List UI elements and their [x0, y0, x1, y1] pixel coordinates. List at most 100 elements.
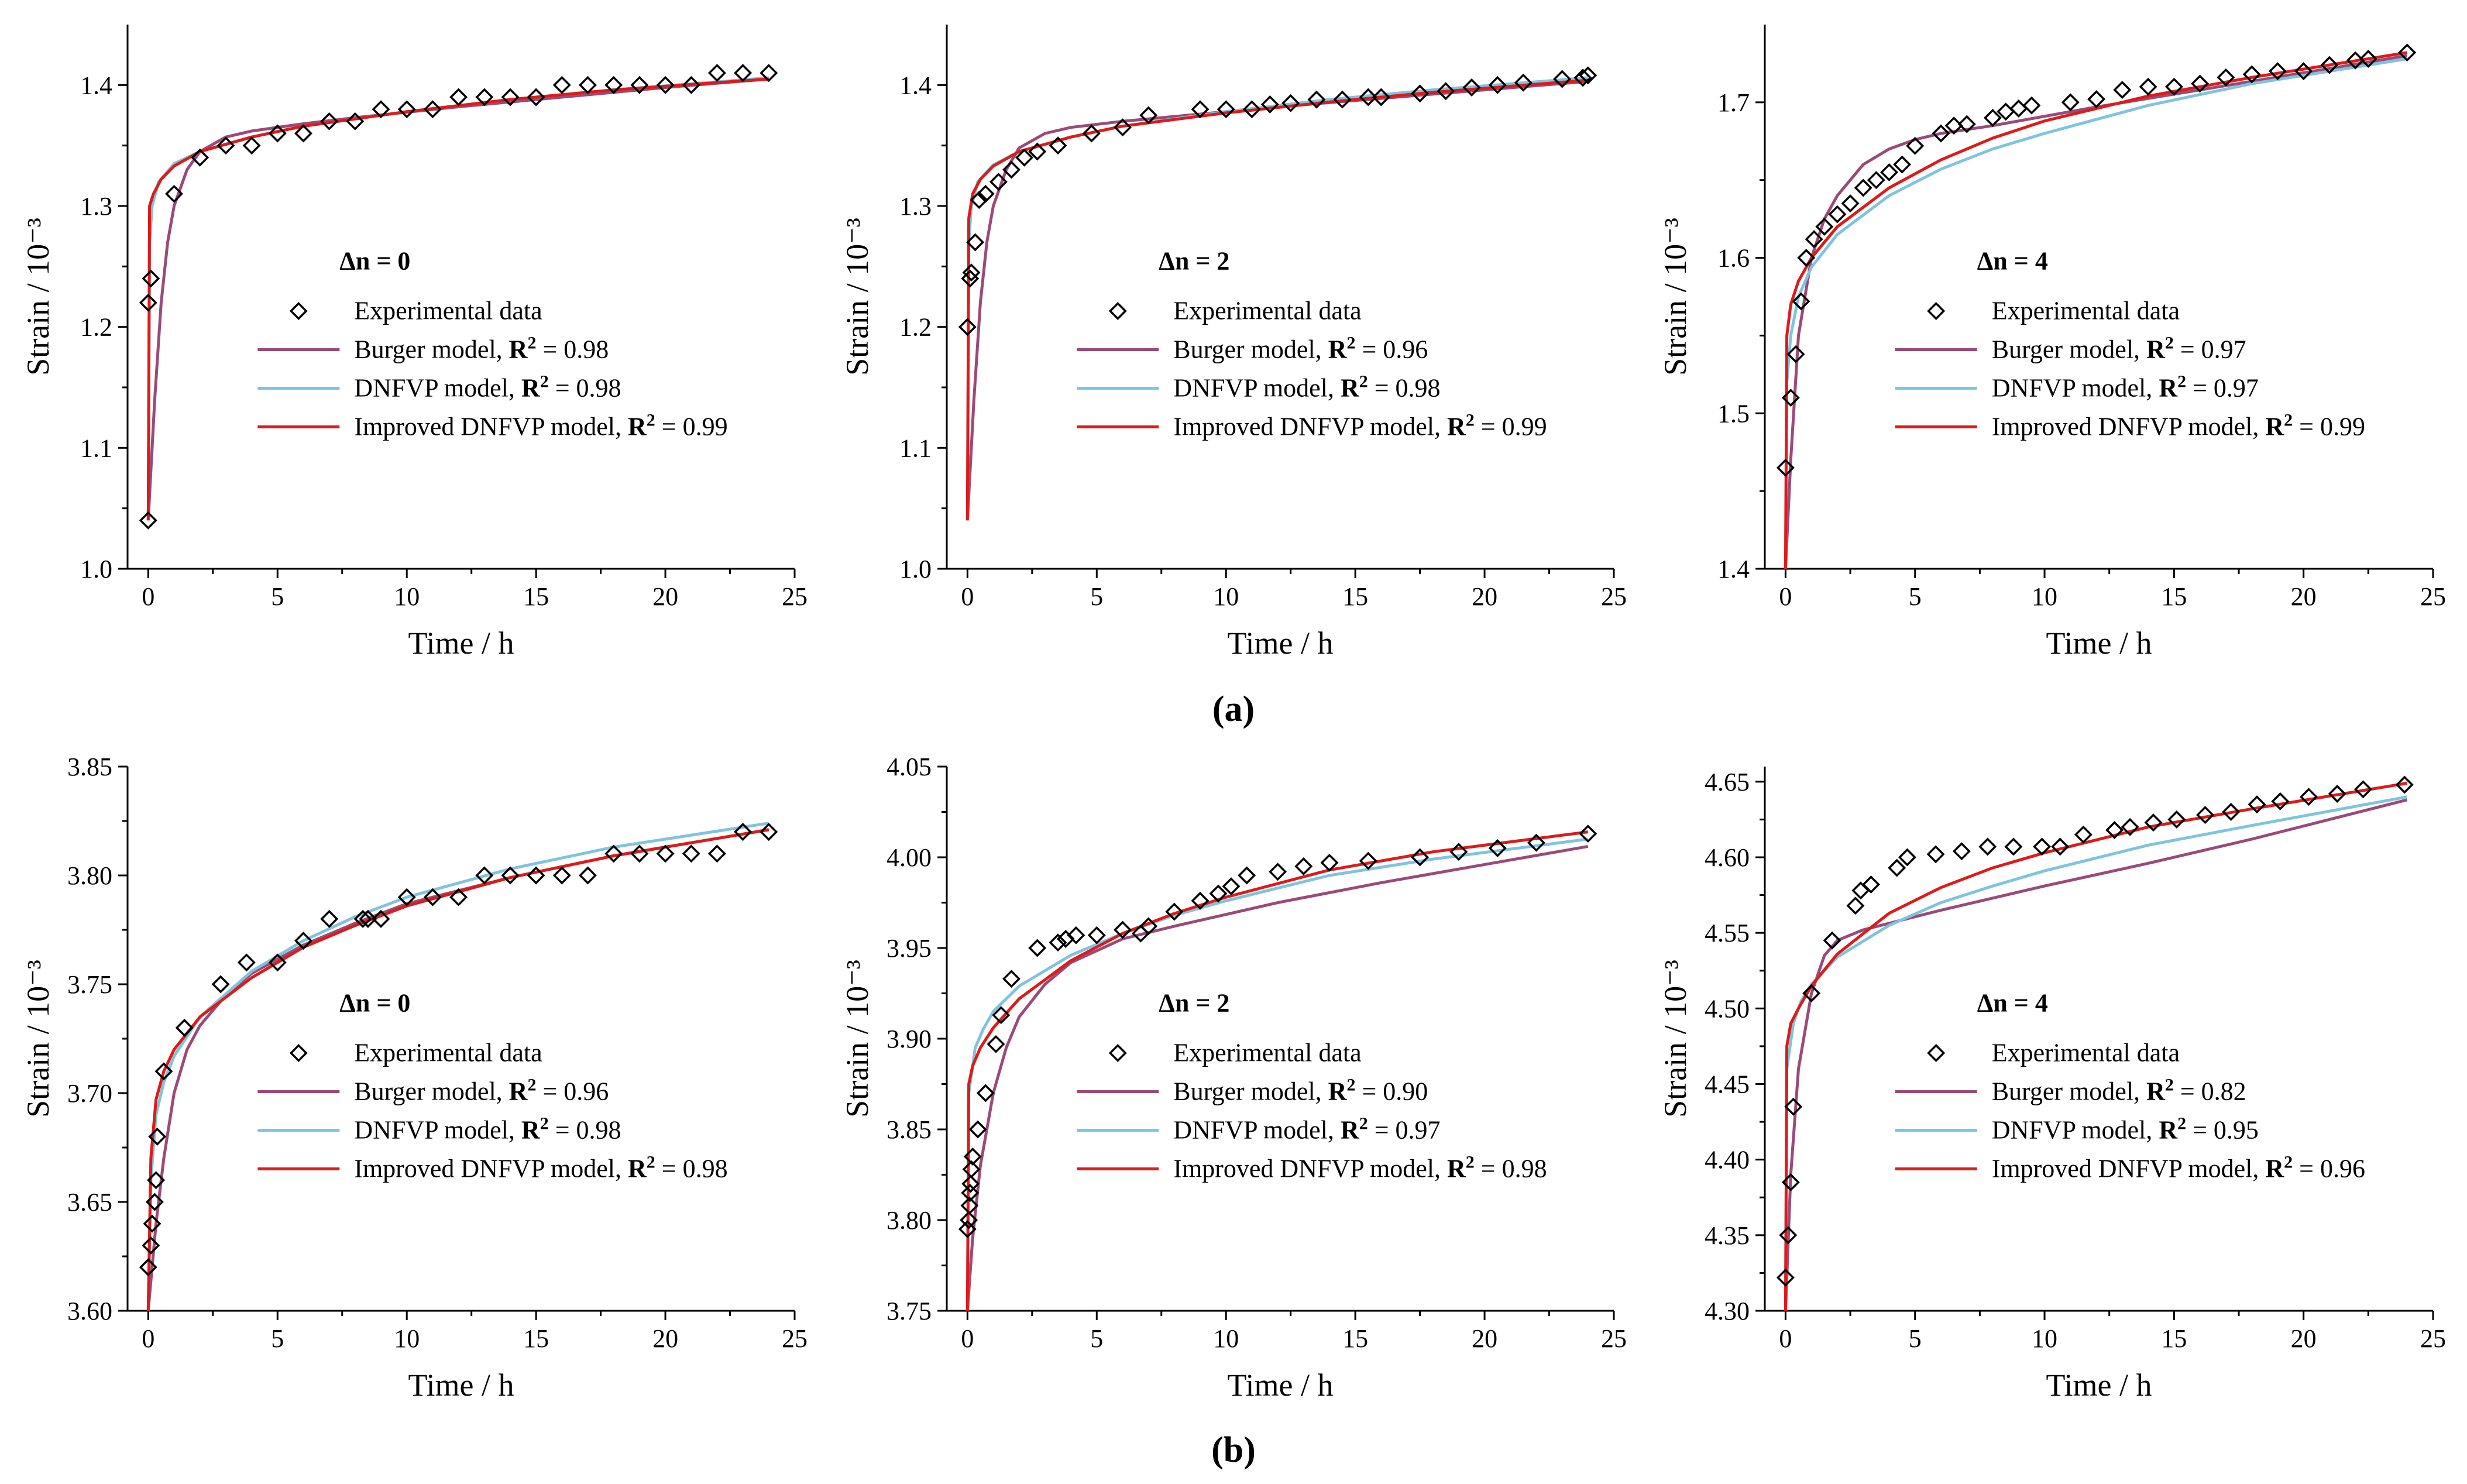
experimental-point	[1294, 857, 1313, 875]
legend-entry: Experimental data	[1108, 1039, 1362, 1067]
delta-n-annotation: Δn = 4	[1977, 247, 2048, 276]
experimental-point	[2217, 68, 2235, 87]
experimental-point	[966, 233, 985, 252]
experimental-point	[2191, 74, 2210, 93]
r2-equals: =	[1355, 335, 1383, 364]
experimental-point	[1579, 825, 1597, 843]
experimental-point	[1779, 1226, 1798, 1245]
y-tick-label: 1.1	[899, 434, 932, 462]
experimental-point	[1411, 84, 1430, 103]
r2-equals: =	[2293, 1155, 2320, 1183]
experimental-point	[1269, 863, 1287, 881]
experimental-point	[2033, 837, 2052, 856]
x-tick-label: 20	[1472, 582, 1497, 611]
x-tick-label: 15	[2161, 582, 2187, 611]
series-line-burger	[1784, 54, 2408, 569]
experimental-point	[1411, 848, 1430, 867]
r2-exponent: 2	[1466, 1152, 1475, 1172]
r2-equals: =	[2174, 1077, 2201, 1106]
experimental-point	[962, 263, 981, 282]
experimental-point	[1462, 78, 1481, 97]
experimental-point	[2271, 792, 2290, 810]
legend-label: DNFVP model, R2 = 0.97	[1992, 372, 2259, 403]
legend-label-text: Improved DNFVP model,	[1173, 1155, 1447, 1183]
experimental-point	[962, 1160, 981, 1179]
x-tick-label: 20	[2291, 582, 2317, 611]
experimental-point	[630, 75, 649, 94]
y-tick-label: 3.65	[67, 1188, 112, 1217]
r2-symbol: R	[2146, 1077, 2166, 1106]
y-tick-label: 3.80	[887, 1206, 932, 1235]
legend-label-text: Burger model,	[354, 335, 508, 364]
legend-entry: Improved DNFVP model, R2 = 0.99	[1077, 410, 1547, 441]
legend-label-text: Experimental data	[1173, 297, 1361, 325]
experimental-point	[1067, 926, 1085, 944]
experimental-point	[1579, 66, 1597, 85]
r2-symbol: R	[2265, 1155, 2284, 1183]
r2-value: 0.98	[1396, 374, 1441, 403]
y-tick-label: 4.30	[1705, 1297, 1750, 1325]
experimental-point	[604, 75, 623, 94]
experimental-point	[989, 173, 1008, 191]
delta-n-annotation: Δn = 4	[1977, 989, 2048, 1018]
series-line-improved	[146, 77, 769, 521]
experimental-point	[1002, 970, 1021, 988]
experimental-point	[1114, 118, 1132, 137]
y-tick-label: 4.05	[887, 753, 932, 781]
chart-panel-a2: 0 5 10 15 20 25 1.0 1.1 1.2 1.3 1.4 Time / h Strain …	[840, 25, 1627, 661]
experimental-point	[2242, 65, 2261, 84]
x-tick-label: 5	[271, 1324, 284, 1353]
experimental-point	[211, 975, 230, 994]
experimental-point	[1978, 837, 1997, 856]
experimental-point	[1222, 877, 1241, 896]
experimental-point	[961, 1174, 980, 1193]
series-line-improved	[146, 828, 769, 1311]
x-axis-title: Time / h	[408, 626, 514, 661]
legend-label-text: Improved DNFVP model,	[1992, 1155, 2266, 1183]
experimental-point	[2121, 817, 2139, 836]
experimental-point	[958, 318, 977, 336]
x-tick-label: 25	[782, 1324, 808, 1353]
plot-area	[139, 64, 778, 530]
experimental-point	[397, 100, 416, 119]
r2-symbol: R	[1341, 374, 1360, 403]
plot-area	[1776, 43, 2417, 569]
r2-exponent: 2	[2284, 410, 2293, 430]
x-tick-label: 25	[782, 582, 808, 611]
x-tick-label: 10	[394, 582, 420, 611]
experimental-point	[142, 269, 160, 288]
experimental-point	[2164, 77, 2183, 96]
experimental-point	[2061, 93, 2080, 112]
legend-label: DNFVP model, R2 = 0.98	[354, 1114, 621, 1145]
series-line-improved	[1784, 781, 2408, 1311]
experimental-point	[1776, 458, 1795, 477]
legend-entry: DNFVP model, R2 = 0.95	[1895, 1114, 2259, 1145]
legend-label: Burger model, R2 = 0.96	[354, 1075, 609, 1106]
r2-exponent: 2	[2165, 333, 2174, 352]
x-tick-label: 0	[1779, 582, 1792, 611]
r2-exponent: 2	[527, 1075, 536, 1094]
r2-exponent: 2	[1359, 372, 1368, 391]
experimental-point	[449, 888, 468, 906]
experimental-point	[1792, 292, 1810, 311]
x-axis-title: Time / h	[1227, 1368, 1333, 1403]
experimental-point	[1242, 100, 1261, 119]
r2-value: 0.90	[1383, 1077, 1428, 1106]
x-tick-label: 5	[271, 582, 284, 611]
r2-symbol: R	[509, 335, 528, 364]
x-tick-label: 25	[2420, 1324, 2446, 1353]
experimental-point	[1906, 136, 1925, 155]
experimental-point	[449, 88, 468, 107]
y-tick-label: 1.0	[899, 555, 932, 583]
x-tick-label: 20	[2291, 1324, 2317, 1353]
x-tick-label: 25	[1601, 1324, 1627, 1353]
r2-symbol: R	[509, 1077, 528, 1106]
experimental-point	[2144, 813, 2163, 832]
r2-value: 0.99	[2320, 413, 2365, 441]
experimental-point	[2087, 90, 2106, 108]
plot-area	[958, 66, 1597, 521]
r2-exponent: 2	[2177, 372, 2186, 391]
r2-symbol: R	[521, 1116, 541, 1145]
experimental-point	[1333, 90, 1352, 109]
y-tick-label: 3.60	[67, 1297, 112, 1325]
